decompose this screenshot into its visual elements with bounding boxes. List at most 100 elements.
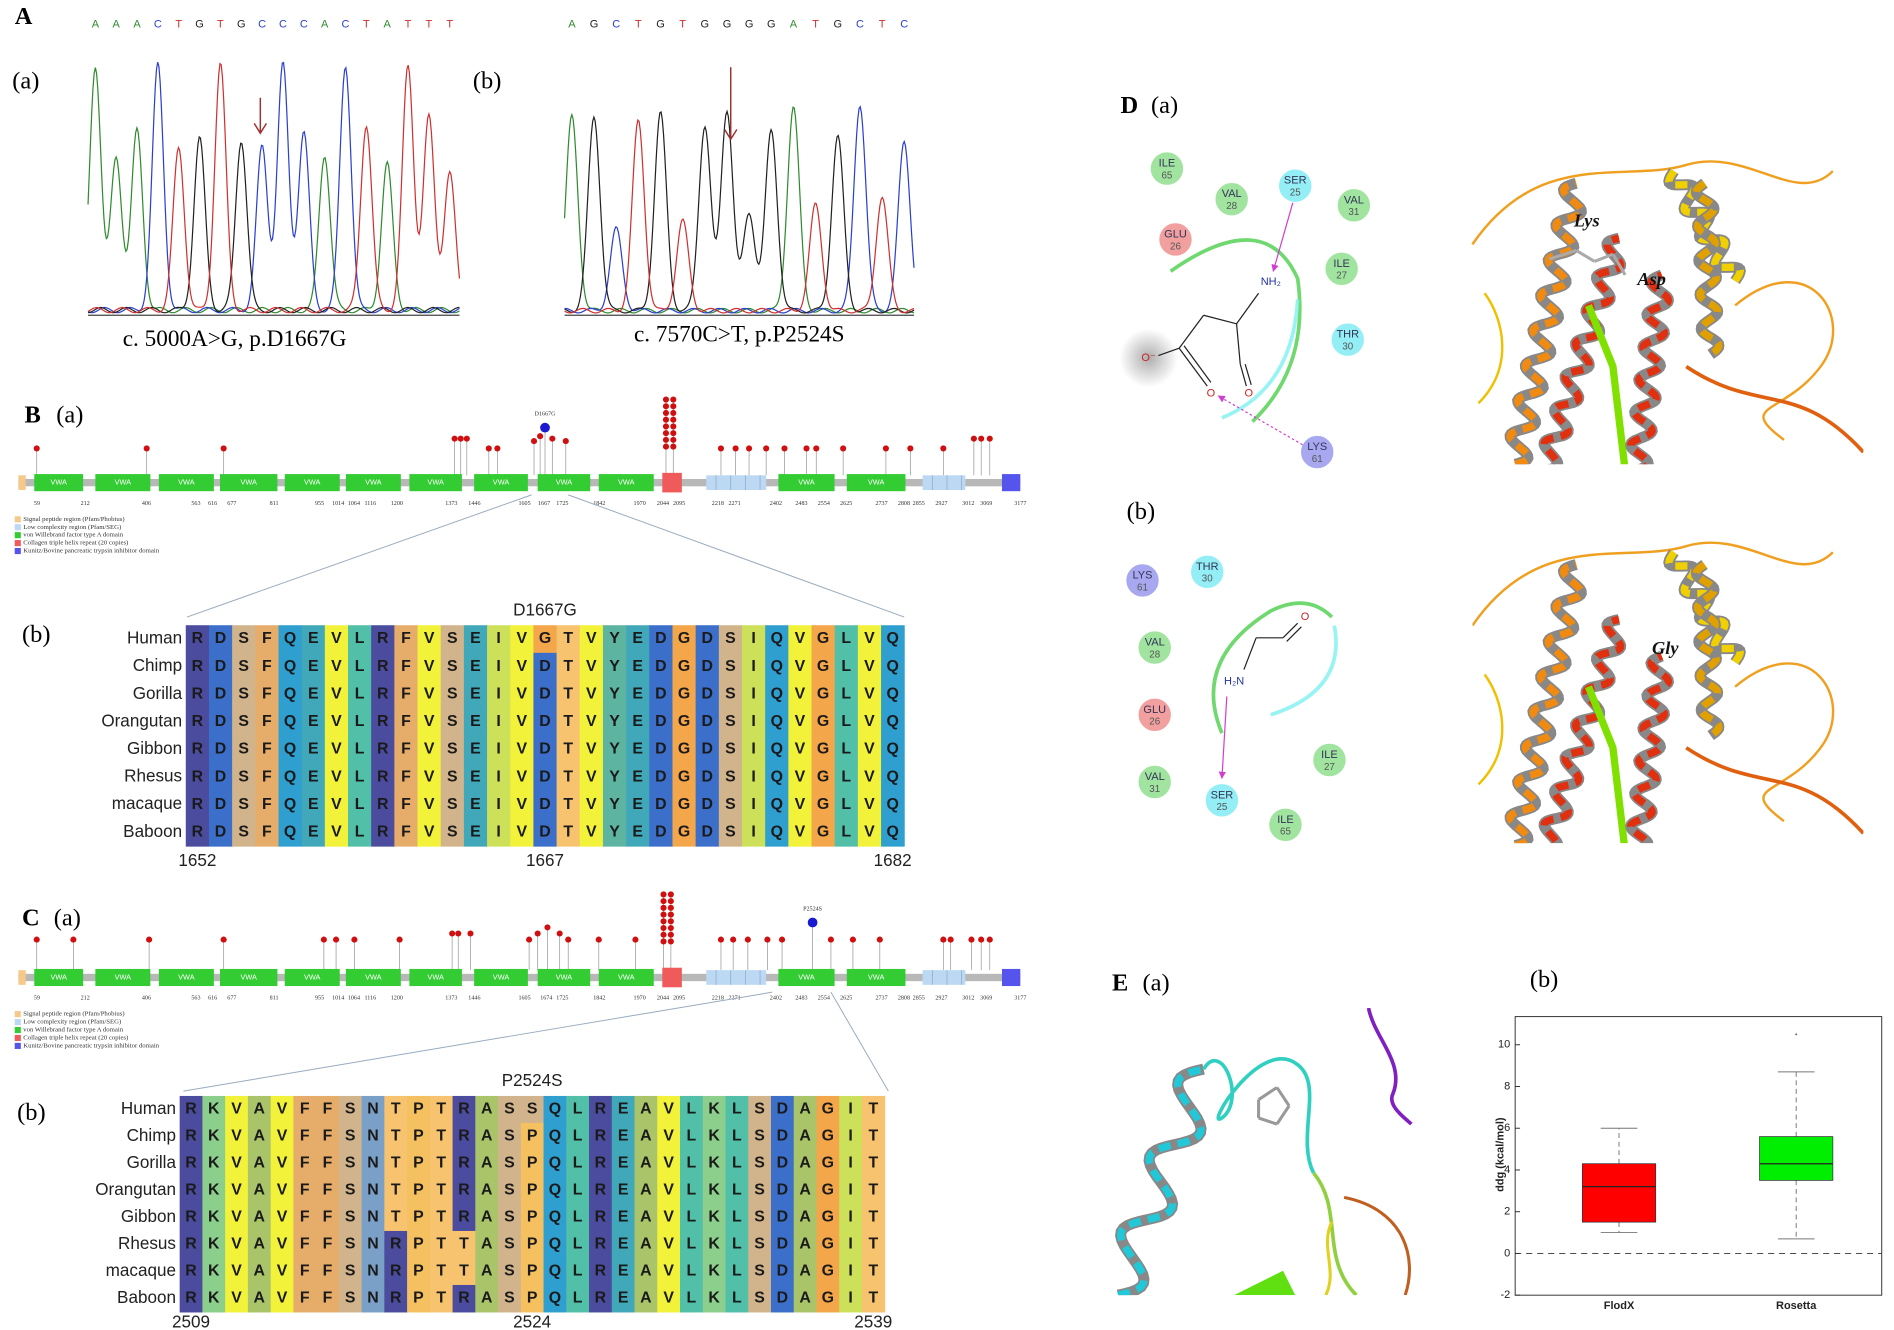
residue-cell: [338, 1230, 363, 1259]
residue: G: [817, 658, 829, 675]
residue-cell: [611, 1203, 636, 1232]
variant: [667, 891, 674, 898]
residue-cell: [602, 735, 627, 764]
residue: G: [822, 1101, 834, 1118]
residue: E: [470, 658, 481, 675]
residue-cell: [247, 1176, 272, 1205]
residue-cell: [417, 625, 442, 654]
residue-cell: [742, 652, 766, 681]
residue-cell: [861, 1203, 886, 1232]
residue-cell: [589, 1176, 613, 1205]
variant: [143, 445, 150, 452]
residue-cell: [718, 652, 743, 681]
residue-name: ILE: [1277, 814, 1294, 826]
residue-cell: [361, 1257, 385, 1286]
residue-cell: [361, 1176, 385, 1205]
residue-cell: [556, 735, 581, 764]
base-letter: T: [175, 18, 182, 30]
residue-cell: [649, 763, 673, 792]
residue-cell: [338, 1122, 363, 1151]
residue: S: [725, 685, 736, 702]
vwa-domain: [345, 474, 401, 492]
position-tick: 1200: [391, 996, 403, 1002]
residue-cell: [543, 1122, 567, 1151]
legend-swatch: [14, 532, 21, 539]
residue: D: [777, 1101, 788, 1118]
residue: S: [447, 630, 458, 647]
residue-cell: [510, 652, 534, 681]
pocket-outline: [1211, 601, 1334, 734]
vwa-domain: [284, 474, 340, 492]
residue: V: [663, 1155, 674, 1172]
residue: Q: [771, 741, 783, 758]
variant: [840, 445, 847, 452]
legend-label: Signal peptide region (Pfam/Phobius): [23, 516, 124, 523]
residue: V: [277, 1263, 288, 1280]
residue-cell: [487, 625, 511, 654]
species-name: Rhesus: [118, 1234, 176, 1253]
position-tick: 1674: [540, 996, 552, 1002]
residue-number: 30: [1202, 574, 1213, 585]
residue-cell: [232, 708, 256, 737]
coil: [1585, 685, 1628, 844]
residue-cell: [361, 1284, 385, 1313]
variant: [556, 930, 563, 937]
variant: [662, 403, 670, 410]
residue: R: [192, 824, 204, 841]
coil: [1366, 1008, 1413, 1126]
residue-number: 28: [1149, 649, 1160, 660]
residue-cell: [834, 763, 859, 792]
residue: G: [822, 1236, 834, 1253]
residue-cell: [634, 1095, 658, 1124]
residue: D: [655, 630, 666, 647]
legend-label: Signal peptide region (Pfam/Phobius): [23, 1011, 124, 1018]
residue-cell: [185, 708, 210, 737]
residue: S: [754, 1263, 765, 1280]
residue-cell: [881, 625, 905, 654]
vwa-domain: [537, 968, 591, 987]
residue: P: [527, 1236, 538, 1253]
residue: V: [663, 1236, 674, 1253]
residue-cell: [498, 1257, 522, 1286]
residue: Q: [549, 1128, 561, 1145]
base-letter: G: [701, 18, 710, 30]
residue: S: [725, 713, 736, 730]
residue-cell: [589, 1230, 613, 1259]
legend-label: von Willebrand factor type A domain: [23, 532, 123, 539]
residue: T: [563, 768, 573, 785]
domain-label: VWA: [493, 972, 510, 981]
residue: T: [436, 1236, 446, 1253]
variant: [526, 936, 533, 943]
residue: A: [481, 1290, 493, 1307]
legend-swatch: [14, 516, 21, 523]
residue-cell: [463, 735, 488, 764]
residue: N: [367, 1182, 378, 1199]
residue: P: [413, 1182, 424, 1199]
h-bond: [1217, 395, 1303, 446]
residue-cell: [725, 1230, 749, 1259]
position-tick: 3012: [962, 501, 974, 507]
residue: V: [864, 658, 875, 675]
residue-cell: [770, 1284, 795, 1313]
variant: [717, 936, 725, 943]
residue: V: [586, 741, 597, 758]
residue: G: [822, 1182, 834, 1199]
residue-cell: [765, 652, 789, 681]
residue: T: [868, 1128, 878, 1145]
residue-cell: [247, 1095, 272, 1124]
vwa-domain: [158, 968, 214, 987]
residue: L: [573, 1128, 583, 1145]
residue-cell: [463, 818, 488, 847]
helix-shade: [1115, 1063, 1207, 1296]
residue-cell: [702, 1095, 726, 1124]
y-tick-label: 10: [1498, 1039, 1510, 1051]
residue-cell: [361, 1149, 385, 1178]
residue-cell: [626, 818, 650, 847]
residue: L: [687, 1128, 697, 1145]
residue: S: [504, 1182, 515, 1199]
base-letter: C: [154, 18, 162, 30]
residue-cell: [765, 680, 789, 709]
residue: F: [401, 658, 411, 675]
legend-label: Kunitz/Bovine pancreatic trypsin inhibit…: [23, 548, 159, 555]
